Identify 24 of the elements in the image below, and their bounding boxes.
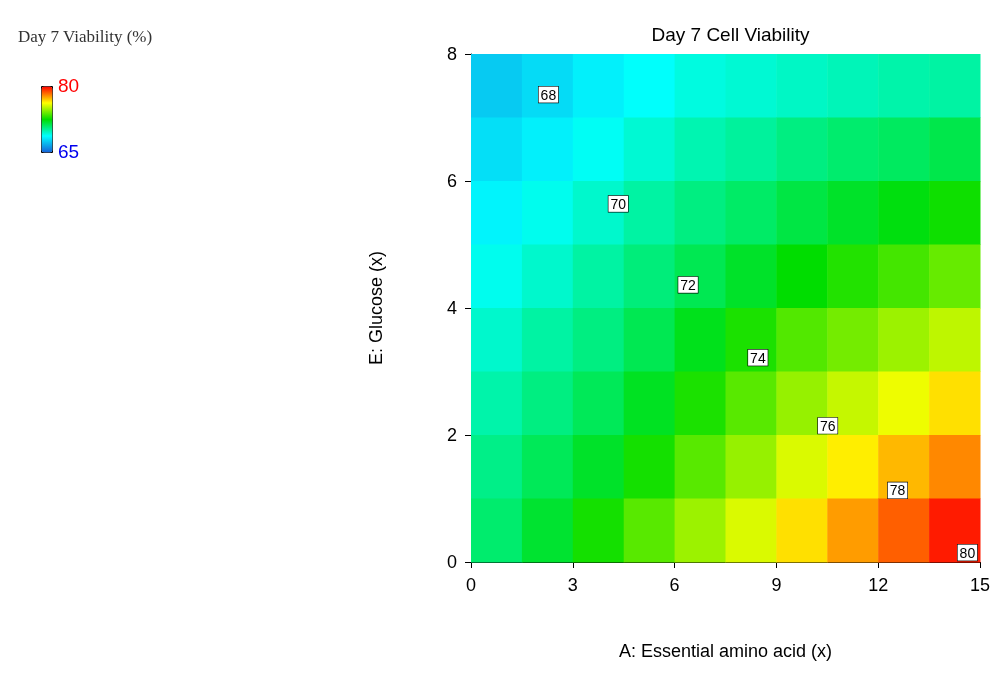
y-tick-label: 4 (446, 298, 457, 318)
x-axis-title: A: Essential amino acid (x) (618, 641, 833, 661)
y-tick-label: 6 (446, 171, 457, 191)
annotation: 78 (889, 482, 906, 499)
color-bar-title: Day 7 Viability (%) (18, 27, 153, 46)
x-tick-label: 0 (465, 575, 477, 595)
x-tick-label: 6 (669, 575, 680, 595)
annotation: 76 (819, 417, 836, 434)
color-bar-label: 65 (58, 141, 80, 162)
y-tick-label: 0 (446, 552, 457, 572)
y-axis-title: E: Glucose (x) (366, 250, 386, 366)
x-tick-label: 15 (969, 575, 991, 595)
annotation: 72 (680, 276, 697, 293)
annotation: 74 (750, 349, 766, 366)
chart-title: Day 7 Cell Viability (651, 24, 811, 45)
color-bar-label: 80 (58, 75, 80, 96)
x-tick-label: 9 (771, 575, 782, 595)
annotation: 80 (959, 544, 976, 561)
annotation: 70 (610, 195, 627, 212)
annotation: 68 (540, 86, 557, 103)
x-tick-label: 12 (868, 575, 889, 595)
y-tick-label: 8 (446, 44, 457, 64)
x-tick-label: 3 (567, 575, 578, 595)
y-tick-label: 2 (446, 425, 457, 445)
